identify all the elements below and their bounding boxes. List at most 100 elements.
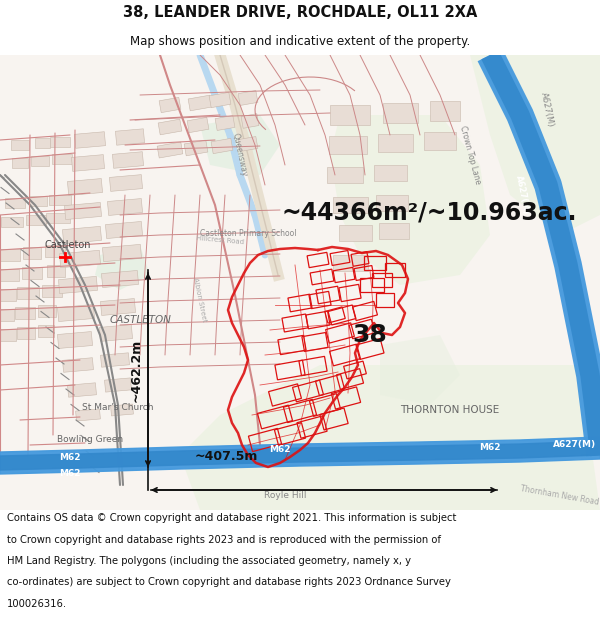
Bar — [58, 304, 95, 321]
Bar — [248, 428, 281, 452]
Bar — [332, 255, 367, 271]
Bar — [329, 344, 361, 366]
Text: Royle Hill: Royle Hill — [264, 491, 306, 499]
Bar — [187, 118, 209, 132]
Bar — [47, 265, 65, 277]
Bar — [107, 199, 143, 216]
Bar — [109, 174, 143, 191]
Bar — [110, 404, 133, 416]
Bar — [241, 114, 259, 128]
Bar — [379, 223, 409, 239]
Bar — [430, 101, 460, 121]
Bar — [349, 319, 375, 339]
Bar — [158, 119, 182, 135]
Bar — [385, 263, 405, 277]
Bar — [184, 140, 208, 156]
Bar — [316, 286, 340, 304]
Bar — [332, 197, 367, 213]
Bar — [326, 323, 355, 343]
Bar — [353, 301, 377, 321]
Text: M62: M62 — [59, 452, 81, 461]
Bar — [377, 134, 413, 152]
Bar — [52, 154, 72, 164]
Bar — [215, 116, 235, 131]
Bar — [64, 202, 101, 219]
Bar — [157, 142, 183, 158]
Bar — [58, 276, 98, 294]
Bar — [12, 158, 28, 168]
Bar — [17, 287, 39, 299]
Bar — [17, 327, 35, 339]
Bar — [45, 245, 65, 257]
Text: A627(M): A627(M) — [539, 92, 555, 128]
Bar — [112, 152, 143, 168]
Bar — [299, 356, 327, 376]
Bar — [104, 378, 131, 392]
Bar — [274, 422, 305, 446]
Bar — [50, 137, 70, 147]
Bar — [328, 305, 356, 325]
Bar — [211, 138, 233, 154]
Bar — [310, 269, 334, 285]
Text: 100026316.: 100026316. — [7, 599, 67, 609]
Text: Map shows position and indicative extent of the property.: Map shows position and indicative extent… — [130, 35, 470, 48]
Bar — [302, 332, 328, 351]
Bar — [316, 374, 344, 396]
Bar — [38, 305, 56, 317]
Bar — [288, 294, 312, 312]
Bar — [338, 225, 371, 241]
Text: M62: M62 — [59, 469, 81, 478]
Polygon shape — [470, 55, 600, 235]
Bar — [330, 105, 370, 125]
Bar — [115, 129, 145, 145]
Bar — [59, 250, 101, 268]
Bar — [339, 284, 361, 302]
Bar — [383, 103, 418, 123]
Bar — [320, 408, 348, 430]
Text: HM Land Registry. The polygons (including the associated geometry, namely x, y: HM Land Registry. The polygons (includin… — [7, 556, 411, 566]
Bar — [364, 256, 386, 270]
Bar — [278, 336, 306, 354]
Bar — [333, 268, 355, 282]
Bar — [11, 140, 29, 150]
Bar — [372, 273, 392, 287]
Text: Queensway: Queensway — [231, 132, 249, 178]
Text: 38: 38 — [353, 323, 388, 347]
Bar — [376, 195, 408, 211]
Bar — [62, 357, 94, 372]
Bar — [23, 247, 41, 259]
Bar — [376, 293, 394, 307]
Text: M62: M62 — [269, 446, 291, 454]
Text: A627(M): A627(M) — [553, 441, 596, 449]
Text: to Crown copyright and database rights 2023 and is reproduced with the permissio: to Crown copyright and database rights 2… — [7, 535, 441, 545]
Bar — [337, 369, 364, 389]
Bar — [351, 252, 369, 266]
Bar — [100, 324, 133, 341]
Bar — [49, 195, 71, 205]
Bar — [31, 156, 49, 166]
Text: ~407.5m: ~407.5m — [195, 451, 259, 464]
Text: CASTLETON: CASTLETON — [109, 315, 171, 325]
Bar — [22, 267, 42, 279]
Bar — [62, 226, 101, 244]
Bar — [360, 278, 384, 292]
Text: Castleton: Castleton — [45, 240, 91, 250]
Bar — [106, 221, 143, 239]
Text: M62: M62 — [479, 442, 501, 451]
Text: A627(M): A627(M) — [514, 174, 532, 216]
Bar — [38, 325, 54, 337]
Text: ~462.2m: ~462.2m — [130, 338, 143, 402]
Bar — [283, 399, 317, 422]
Text: Castleton Primary School: Castleton Primary School — [200, 229, 296, 238]
Bar — [275, 360, 305, 380]
Bar — [354, 266, 374, 281]
Bar — [35, 138, 49, 148]
Text: Contains OS data © Crown copyright and database right 2021. This information is : Contains OS data © Crown copyright and d… — [7, 514, 457, 524]
Text: St Mar’s Church: St Mar’s Church — [82, 402, 154, 411]
Bar — [293, 380, 323, 402]
Bar — [331, 387, 361, 409]
Bar — [257, 405, 293, 429]
Bar — [356, 339, 384, 359]
Text: Thornham New Road: Thornham New Road — [520, 484, 600, 506]
Bar — [76, 409, 100, 421]
